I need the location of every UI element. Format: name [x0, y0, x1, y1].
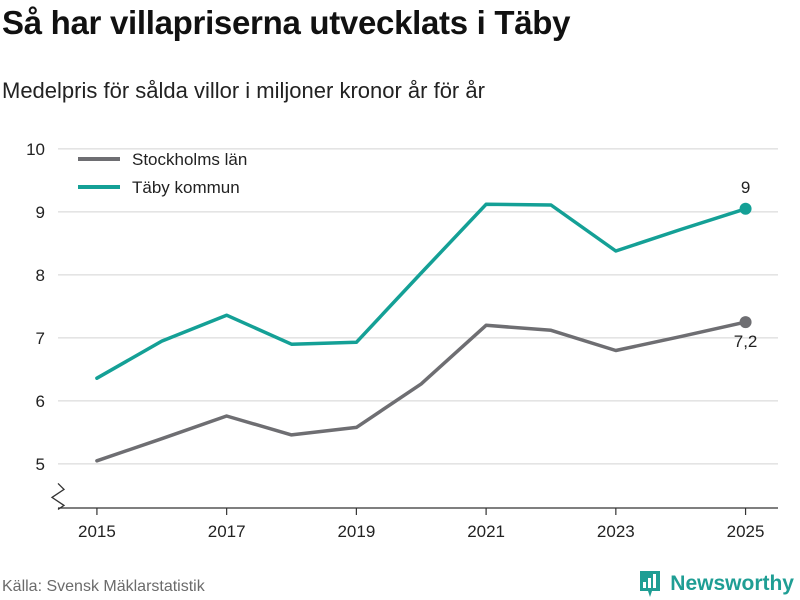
axis-break-icon	[50, 482, 66, 510]
chart-title: Så har villapriserna utvecklats i Täby	[2, 4, 571, 41]
newsworthy-logo-icon	[640, 571, 661, 597]
end-label-stockholm: 7,2	[734, 332, 758, 351]
series-line-taby	[95, 202, 748, 380]
y-tick-label: 5	[36, 455, 45, 474]
legend-label-stockholm: Stockholms län	[132, 150, 247, 169]
line-chart: 5 6 7 8 9 10 2015 2017 2019 2021 2023 2025 7,2 9 Sto…	[26, 140, 778, 541]
x-tick-label: 2021	[467, 522, 505, 541]
y-tick-label: 7	[36, 329, 45, 348]
y-tick-label: 10	[26, 140, 45, 159]
end-label-taby: 9	[741, 178, 750, 197]
series-end-marker-taby	[739, 202, 752, 215]
chart-subtitle: Medelpris för sålda villor i miljoner kr…	[2, 78, 485, 103]
legend-label-taby: Täby kommun	[132, 178, 240, 197]
newsworthy-logo: Newsworthy	[638, 568, 794, 600]
x-tick-label: 2025	[727, 522, 765, 541]
x-tick-label: 2015	[78, 522, 116, 541]
x-tick-label: 2017	[208, 522, 246, 541]
series-line-stockholm	[95, 320, 748, 463]
y-tick-label: 9	[36, 203, 45, 222]
brand-name: Newsworthy	[670, 572, 794, 595]
y-tick-label: 6	[36, 392, 45, 411]
x-tick-label: 2023	[597, 522, 635, 541]
source-note: Källa: Svensk Mäklarstatistik	[2, 578, 205, 595]
y-tick-label: 8	[36, 266, 45, 285]
x-tick-label: 2019	[337, 522, 375, 541]
series-end-marker-stockholm	[739, 316, 752, 329]
